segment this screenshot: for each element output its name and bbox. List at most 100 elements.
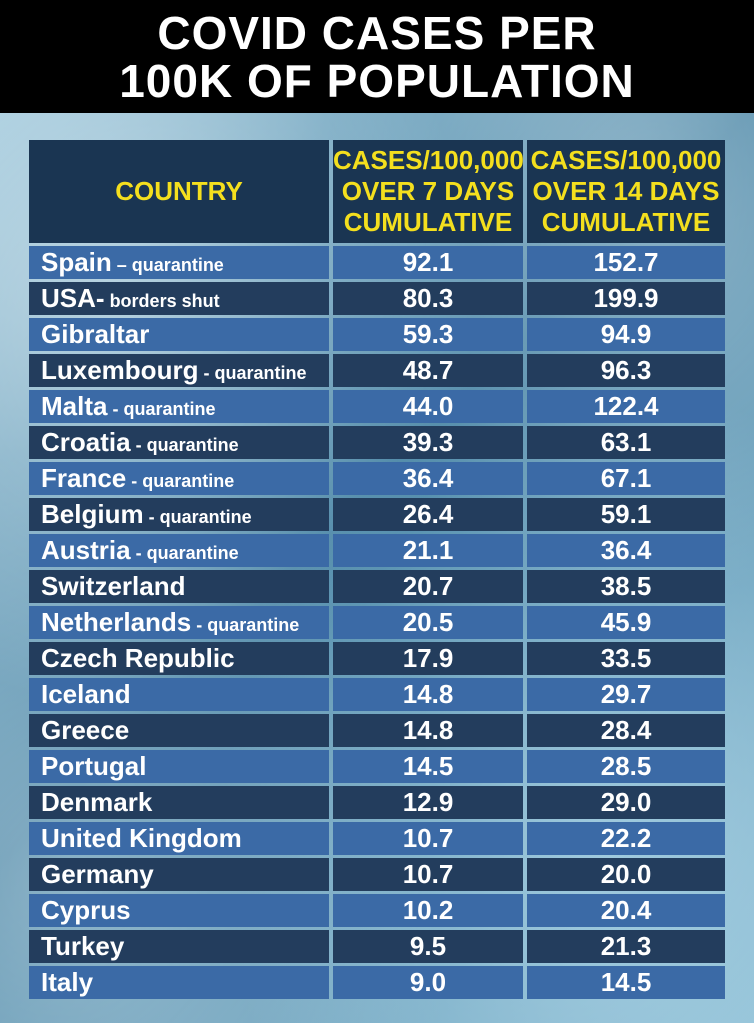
country-name: USA-: [41, 283, 105, 313]
country-cell: Iceland: [29, 678, 329, 711]
cases-14-days-cell: 14.5: [527, 966, 725, 999]
cases-7-days-cell: 10.7: [333, 822, 523, 855]
cases-7-days-cell: 14.8: [333, 714, 523, 747]
country-name: Gibraltar: [41, 319, 150, 349]
title-line-1: COVID CASES PER: [157, 6, 597, 59]
country-name: Netherlands: [41, 607, 192, 637]
table-row: Gibraltar 59.3 94.9: [29, 318, 725, 351]
table-row: Italy 9.0 14.5: [29, 966, 725, 999]
country-cell: Greece: [29, 714, 329, 747]
country-cell: Belgium - quarantine: [29, 498, 329, 531]
header-row: COUNTRY CASES/100,000 OVER 7 DAYS CUMULA…: [29, 140, 725, 243]
cases-14-days-cell: 21.3: [527, 930, 725, 963]
cases-7-days-cell: 10.2: [333, 894, 523, 927]
country-name: Turkey: [41, 931, 125, 961]
table-row: Portugal 14.5 28.5: [29, 750, 725, 783]
table-row: Switzerland 20.7 38.5: [29, 570, 725, 603]
cases-14-days-cell: 45.9: [527, 606, 725, 639]
country-cell: Italy: [29, 966, 329, 999]
column-header-line: CUMULATIVE: [541, 207, 711, 237]
country-status-note: – quarantine: [111, 255, 224, 275]
cases-7-days-cell: 80.3: [333, 282, 523, 315]
cases-7-days-cell: 20.7: [333, 570, 523, 603]
country-name: Luxembourg: [41, 355, 199, 385]
country-name: France: [41, 463, 127, 493]
title-line-2: 100K OF POPULATION: [119, 54, 635, 107]
cases-14-days-cell: 94.9: [527, 318, 725, 351]
table-row: USA- borders shut 80.3 199.9: [29, 282, 725, 315]
country-name: United Kingdom: [41, 823, 242, 853]
country-name: Switzerland: [41, 571, 186, 601]
cases-14-days-cell: 122.4: [527, 390, 725, 423]
country-name: Iceland: [41, 679, 131, 709]
country-name: Belgium: [41, 499, 144, 529]
country-status-note: - quarantine: [130, 543, 239, 563]
column-header-country: COUNTRY: [29, 140, 329, 243]
column-header-line: OVER 14 DAYS: [532, 176, 720, 206]
table-row: Denmark 12.9 29.0: [29, 786, 725, 819]
country-cell: Netherlands - quarantine: [29, 606, 329, 639]
country-name: Cyprus: [41, 895, 131, 925]
country-name: Malta: [41, 391, 108, 421]
country-cell: Cyprus: [29, 894, 329, 927]
country-status-note: - quarantine: [126, 471, 235, 491]
country-cell: Luxembourg - quarantine: [29, 354, 329, 387]
country-cell: Gibraltar: [29, 318, 329, 351]
cases-7-days-cell: 48.7: [333, 354, 523, 387]
cases-7-days-cell: 9.0: [333, 966, 523, 999]
cases-14-days-cell: 33.5: [527, 642, 725, 675]
column-header-line: CUMULATIVE: [343, 207, 513, 237]
table-row: Luxembourg - quarantine 48.7 96.3: [29, 354, 725, 387]
cases-14-days-cell: 22.2: [527, 822, 725, 855]
country-cell: France - quarantine: [29, 462, 329, 495]
table-row: Iceland 14.8 29.7: [29, 678, 725, 711]
cases-7-days-cell: 20.5: [333, 606, 523, 639]
country-cell: Czech Republic: [29, 642, 329, 675]
country-status-note: - quarantine: [198, 363, 307, 383]
country-cell: USA- borders shut: [29, 282, 329, 315]
country-name: Greece: [41, 715, 130, 745]
table-row: France - quarantine 36.4 67.1: [29, 462, 725, 495]
country-cell: United Kingdom: [29, 822, 329, 855]
country-name: Spain: [41, 247, 112, 277]
country-status-note: - quarantine: [143, 507, 252, 527]
country-status-note: - quarantine: [107, 399, 216, 419]
cases-14-days-cell: 96.3: [527, 354, 725, 387]
country-cell: Denmark: [29, 786, 329, 819]
cases-14-days-cell: 20.0: [527, 858, 725, 891]
country-name: Austria: [41, 535, 131, 565]
country-cell: Portugal: [29, 750, 329, 783]
country-name: Denmark: [41, 787, 153, 817]
column-header-14-days: CASES/100,000 OVER 14 DAYS CUMULATIVE: [527, 140, 725, 243]
cases-7-days-cell: 39.3: [333, 426, 523, 459]
cases-7-days-cell: 17.9: [333, 642, 523, 675]
cases-7-days-cell: 44.0: [333, 390, 523, 423]
country-cell: Germany: [29, 858, 329, 891]
column-header-line: COUNTRY: [115, 176, 243, 206]
table-row: Greece 14.8 28.4: [29, 714, 725, 747]
country-cell: Croatia - quarantine: [29, 426, 329, 459]
cases-7-days-cell: 9.5: [333, 930, 523, 963]
title-banner: COVID CASES PER 100K OF POPULATION: [0, 0, 754, 113]
cases-7-days-cell: 26.4: [333, 498, 523, 531]
table-body: Spain – quarantine 92.1 152.7 USA- borders …: [29, 246, 725, 999]
cases-7-days-cell: 92.1: [333, 246, 523, 279]
table-row: Netherlands - quarantine 20.5 45.9: [29, 606, 725, 639]
cases-14-days-cell: 20.4: [527, 894, 725, 927]
cases-14-days-cell: 63.1: [527, 426, 725, 459]
table-row: Cyprus 10.2 20.4: [29, 894, 725, 927]
country-cell: Malta - quarantine: [29, 390, 329, 423]
cases-7-days-cell: 21.1: [333, 534, 523, 567]
country-name: Portugal: [41, 751, 147, 781]
table-row: Turkey 9.5 21.3: [29, 930, 725, 963]
cases-14-days-cell: 29.0: [527, 786, 725, 819]
cases-14-days-cell: 38.5: [527, 570, 725, 603]
cases-7-days-cell: 12.9: [333, 786, 523, 819]
country-name: Italy: [41, 967, 94, 997]
table-row: Germany 10.7 20.0: [29, 858, 725, 891]
cases-14-days-cell: 59.1: [527, 498, 725, 531]
cases-14-days-cell: 67.1: [527, 462, 725, 495]
country-cell: Switzerland: [29, 570, 329, 603]
cases-7-days-cell: 59.3: [333, 318, 523, 351]
cases-14-days-cell: 199.9: [527, 282, 725, 315]
